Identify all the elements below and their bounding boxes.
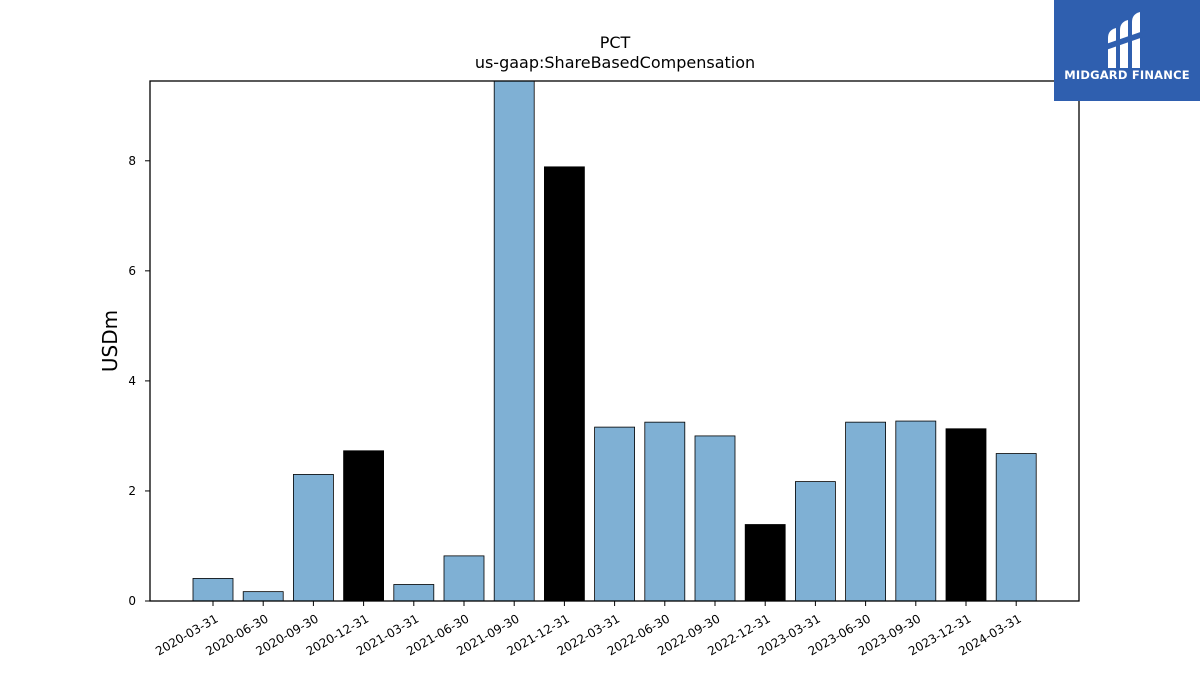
bar-2022-12-31 — [744, 524, 786, 602]
chart-subtitle: us-gaap:ShareBasedCompensation — [475, 53, 755, 72]
bars-group — [192, 80, 1037, 602]
y-axis-label: USDm — [98, 310, 122, 372]
bar-2021-09-30 — [493, 80, 535, 602]
bar-2021-12-31 — [544, 166, 585, 602]
x-ticks-group: 2020-03-312020-06-302020-09-302020-12-31… — [153, 601, 1024, 658]
midgard-logo-icon — [1106, 12, 1146, 68]
y-tick-label: 8 — [128, 154, 136, 168]
y-ticks-group: 0 2 4 6 8 — [128, 154, 150, 608]
bar-2020-06-30 — [242, 591, 284, 602]
bar-2022-06-30 — [644, 421, 686, 602]
bar-2024-03-31 — [995, 453, 1037, 602]
bar-2022-03-31 — [594, 426, 635, 602]
y-tick-label: 0 — [128, 594, 136, 608]
bar-2020-03-31 — [192, 578, 234, 602]
bar-2023-09-30 — [895, 420, 937, 602]
chart-title: PCT — [600, 33, 631, 52]
bar-2020-09-30 — [292, 474, 334, 602]
y-tick-label: 4 — [128, 374, 136, 388]
logo-text: MIDGARD FINANCE — [1064, 68, 1190, 82]
y-tick-label: 6 — [128, 264, 136, 278]
bar-2021-06-30 — [443, 555, 485, 602]
bar-2023-12-31 — [945, 428, 987, 602]
bar-2021-03-31 — [393, 584, 435, 602]
bar-2022-09-30 — [694, 435, 736, 602]
brand-logo: MIDGARD FINANCE — [1054, 0, 1200, 101]
bar-2023-06-30 — [845, 421, 886, 602]
bar-2023-03-31 — [795, 481, 836, 602]
bar-2020-12-31 — [343, 450, 385, 602]
plot-frame — [149, 80, 1080, 602]
y-tick-label: 2 — [128, 484, 136, 498]
